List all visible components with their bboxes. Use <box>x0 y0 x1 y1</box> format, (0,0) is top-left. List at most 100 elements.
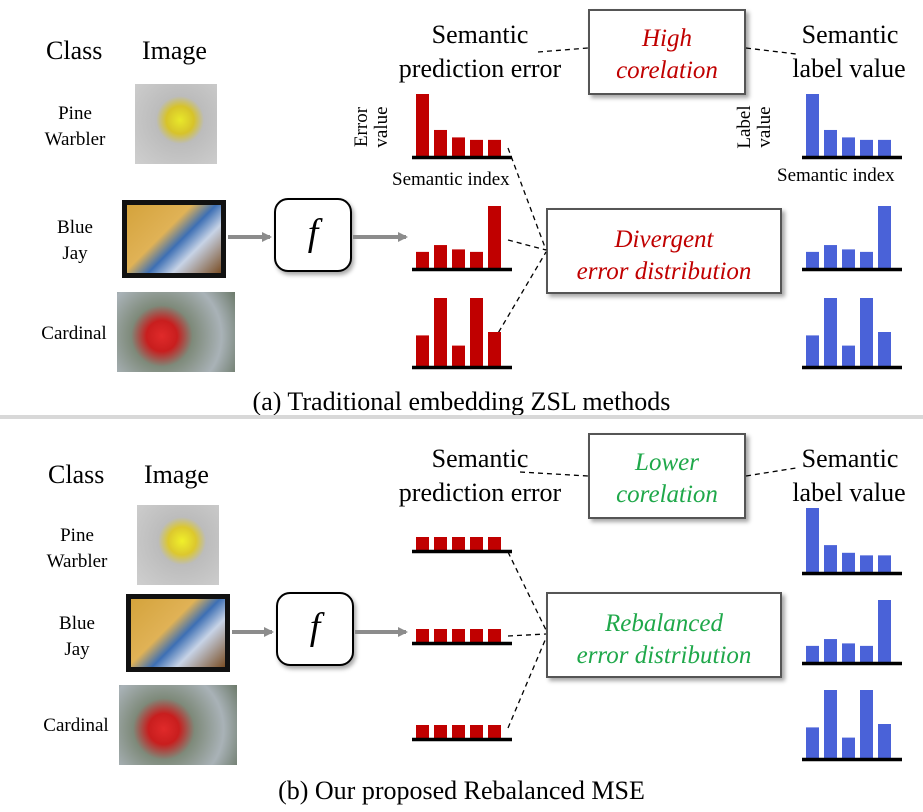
connector-bar2-to-dist <box>507 239 547 251</box>
caption-a: (a) Traditional embedding ZSL methods <box>252 387 671 416</box>
error-chart-b-blue-jay-bar-2 <box>434 629 447 642</box>
error-chart-b-pine-warbler-bar-5 <box>488 537 501 550</box>
label-chart-b-blue-jay-bar-5 <box>878 600 891 662</box>
dashed-connectors-b <box>507 467 797 729</box>
label-chart-a-pine-warbler-bar-4 <box>860 139 873 156</box>
corr-box-line1: High <box>642 25 692 52</box>
bar-charts <box>412 94 902 762</box>
label-chart-b-blue-jay-bar-3 <box>842 643 855 662</box>
connector-bar1-to-dist <box>507 147 547 251</box>
dist-box-line1: Divergent <box>614 226 714 253</box>
error-chart-a-cardinal-bar-1 <box>416 335 429 366</box>
label-chart-b-cardinal-bar-3 <box>842 737 855 758</box>
connector-corr-to-label <box>745 47 797 55</box>
error-chart-a-cardinal-bar-2 <box>434 298 447 366</box>
label-chart-a-cardinal-bar-3 <box>842 345 855 366</box>
caption-b: (b) Our proposed Rebalanced MSE <box>278 776 645 805</box>
corr-box-line2: corelation <box>616 481 718 508</box>
class-header: Class <box>48 460 105 489</box>
class-name-pine-warbler-line2: Warbler <box>44 129 106 150</box>
class-name-pine-warbler-line1: Pine <box>60 525 94 546</box>
class-header: Class <box>46 36 103 65</box>
error-chart-b-blue-jay-bar-4 <box>470 629 483 642</box>
cardinal-image <box>117 292 235 372</box>
label-chart-a-blue-jay-bar-2 <box>824 245 837 268</box>
error-chart-a-pine-warbler <box>412 94 512 160</box>
connector-error-to-corr <box>537 47 589 53</box>
corr-box-line2: corelation <box>616 57 718 84</box>
image-header: Image <box>144 460 209 489</box>
connector-error-to-corr <box>519 471 589 477</box>
error-chart-a-pine-warbler-bar-3 <box>452 137 465 156</box>
error-chart-b-pine-warbler-bar-3 <box>452 537 465 550</box>
label-chart-b-pine-warbler-bar-1 <box>806 508 819 572</box>
label-chart-b-pine-warbler-bar-3 <box>842 552 855 572</box>
error-chart-b-blue-jay-bar-1 <box>416 629 429 642</box>
label-chart-a-pine-warbler-bar-1 <box>806 94 819 156</box>
label-chart-b-pine-warbler-bar-2 <box>824 545 837 572</box>
blue-jay-image <box>126 594 230 672</box>
connector-bar1-to-dist <box>507 551 547 631</box>
label-chart-a-blue-jay-bar-5 <box>878 206 891 268</box>
label-chart-b-cardinal-bar-2 <box>824 690 837 758</box>
high-correlation-box: High corelation <box>588 9 746 95</box>
error-chart-a-cardinal <box>412 298 512 370</box>
error-header-line2: prediction error <box>398 54 562 83</box>
label-chart-b-cardinal-bar-4 <box>860 690 873 758</box>
image-header: Image <box>142 36 207 65</box>
error-chart-b-cardinal-bar-1 <box>416 725 429 738</box>
panel-divider <box>0 415 923 419</box>
label-header-line2: label value <box>792 478 906 507</box>
class-name-blue-jay-line2: Jay <box>64 639 90 660</box>
label-chart-b-pine-warbler <box>802 508 902 576</box>
dist-box-line1: Rebalanced <box>604 610 723 637</box>
label-index-label: Semantic index <box>777 165 895 186</box>
error-chart-a-blue-jay-bar-1 <box>416 251 429 268</box>
error-chart-a-blue-jay <box>412 206 512 272</box>
error-chart-a-pine-warbler-bar-1 <box>416 94 429 156</box>
class-name-blue-jay-line1: Blue <box>59 613 95 634</box>
divergent-distribution-box: Divergent error distribution <box>546 208 782 294</box>
error-chart-b-cardinal-bar-2 <box>434 725 447 738</box>
label-chart-a-pine-warbler-bar-2 <box>824 129 837 156</box>
error-chart-a-blue-jay-bar-2 <box>434 245 447 268</box>
error-chart-a-cardinal-bar-4 <box>470 298 483 366</box>
error-chart-a-blue-jay-bar-3 <box>452 249 465 268</box>
pine-warbler-image <box>135 84 217 164</box>
class-name-pine-warbler-line1: Pine <box>58 103 92 124</box>
label-chart-a-pine-warbler-bar-5 <box>878 139 891 156</box>
dist-box-line2: error distribution <box>576 258 752 285</box>
error-chart-b-pine-warbler <box>412 537 512 554</box>
label-chart-a-pine-warbler <box>802 94 902 160</box>
error-chart-a-blue-jay-bar-5 <box>488 206 501 268</box>
connector-corr-to-label <box>745 467 797 477</box>
error-chart-b-blue-jay-bar-5 <box>488 629 501 642</box>
label-chart-a-blue-jay-bar-1 <box>806 251 819 268</box>
label-chart-b-cardinal-bar-5 <box>878 724 891 758</box>
class-name-cardinal: Cardinal <box>43 715 109 736</box>
lower-correlation-box: Lower corelation <box>588 433 746 519</box>
error-index-label: Semantic index <box>392 169 510 190</box>
dashed-connectors-a <box>493 47 797 341</box>
error-chart-b-cardinal-bar-4 <box>470 725 483 738</box>
class-name-pine-warbler-line2: Warbler <box>46 551 108 572</box>
class-name-cardinal: Cardinal <box>41 323 107 344</box>
label-chart-b-blue-jay-bar-1 <box>806 645 819 662</box>
connector-bar3-to-dist <box>493 251 547 341</box>
label-chart-b-blue-jay-bar-4 <box>860 645 873 662</box>
error-chart-a-cardinal-bar-3 <box>452 345 465 366</box>
class-name-blue-jay-line1: Blue <box>57 217 93 238</box>
function-f-label: f <box>307 212 319 254</box>
error-chart-b-cardinal-bar-3 <box>452 725 465 738</box>
label-chart-a-pine-warbler-bar-3 <box>842 137 855 156</box>
error-chart-b-pine-warbler-bar-1 <box>416 537 429 550</box>
class-name-blue-jay-line2: Jay <box>62 243 88 264</box>
error-chart-a-pine-warbler-bar-5 <box>488 139 501 156</box>
cardinal-image <box>119 685 237 765</box>
error-chart-a-pine-warbler-bar-2 <box>434 129 447 156</box>
label-chart-a-cardinal-bar-2 <box>824 298 837 366</box>
function-f-label: f <box>309 606 321 648</box>
error-chart-b-cardinal-bar-5 <box>488 725 501 738</box>
label-chart-a-blue-jay-bar-3 <box>842 249 855 268</box>
